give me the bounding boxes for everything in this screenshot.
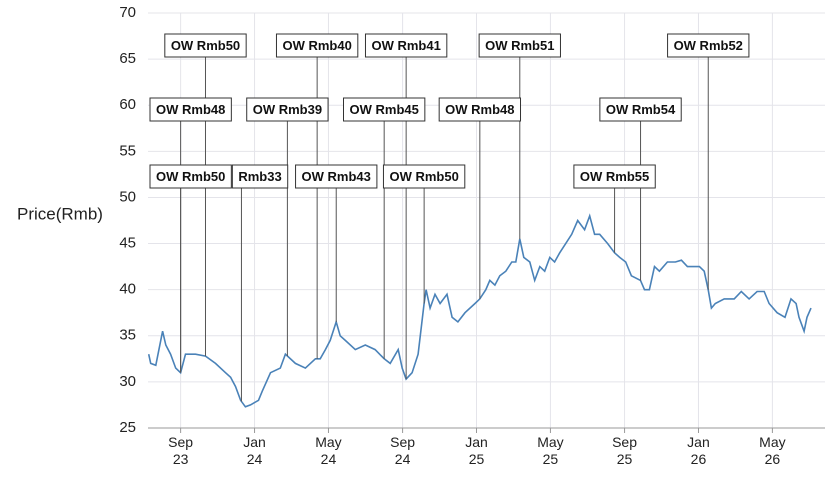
annotation-box [573,164,656,189]
annotation: OW Rmb51 [478,33,561,239]
x-tick-label: Jan 25 [465,434,488,467]
grid [148,12,825,429]
annotation-label: OW Rmb45 [350,102,419,117]
annotation: OW Rmb41 [364,33,448,380]
annotation-label: OW Rmb50 [156,169,225,184]
annotation-box [438,97,522,122]
annotation: OW Rmb52 [667,33,750,290]
y-tick-label: 60 [119,96,136,113]
y-tick-label: 25 [119,419,136,436]
annotation-label: OW Rmb54 [606,102,676,117]
annotation-label: Rmb33 [238,169,281,184]
y-tick-label: 70 [119,4,136,21]
x-tick-label: Jan 24 [243,434,266,467]
annotation-label: OW Rmb52 [674,38,743,53]
annotation-box [149,97,232,122]
annotation-label: OW Rmb51 [485,38,554,53]
annotation-box [599,97,682,122]
price-line [147,213,812,408]
annotation-label: OW Rmb39 [253,102,322,117]
annotation-label: OW Rmb41 [371,38,440,53]
annotation: OW Rmb39 [246,97,329,357]
y-tick-label: 35 [119,327,136,344]
annotation-label: OW Rmb40 [282,38,351,53]
x-tick-label: Sep 25 [612,434,638,467]
annotation-box [295,164,378,189]
annotation: OW Rmb45 [343,97,426,359]
x-tick-label: Jan 26 [687,434,710,467]
x-tick-label: Sep 23 [168,434,194,467]
annotation-box [478,33,561,58]
annotation: OW Rmb48 [438,97,522,299]
annotation-box [246,97,329,122]
annotation: OW Rmb43 [295,164,378,322]
x-tick-label: Sep 24 [390,434,416,467]
annotation: OW Rmb54 [599,97,682,281]
y-tick-label: 40 [119,281,136,298]
annotation: OW Rmb50 [149,164,232,373]
y-tick-label: 55 [119,142,136,159]
annotation-box [149,164,232,189]
annotation-box [231,164,289,189]
annotation-box [164,33,247,58]
x-tick-label: May 25 [537,434,564,467]
annotation-box [343,97,426,122]
annotation-box [364,33,448,58]
annotation-box [667,33,750,58]
annotation: OW Rmb50 [382,164,466,304]
annotation: Rmb33 [231,164,289,402]
annotation-label: OW Rmb55 [580,169,649,184]
annotation-label: OW Rmb43 [302,169,371,184]
annotation-label: OW Rmb48 [156,102,225,117]
y-tick-label: 45 [119,235,136,252]
y-axis-label: Price(Rmb) [17,204,103,223]
annotation-label: OW Rmb50 [389,169,458,184]
annotation: OW Rmb50 [164,33,247,357]
annotation: OW Rmb55 [573,164,656,253]
y-tick-label: 65 [119,50,136,67]
annotation-box [382,164,466,189]
y-tick-label: 50 [119,188,136,205]
annotation-box [275,33,359,58]
annotation-label: OW Rmb50 [171,38,240,53]
x-tick-label: May 26 [759,434,786,467]
annotation-label: OW Rmb48 [445,102,514,117]
annotation: OW Rmb40 [275,33,359,359]
y-tick-label: 30 [119,373,136,390]
x-tick-label: May 24 [315,434,342,467]
